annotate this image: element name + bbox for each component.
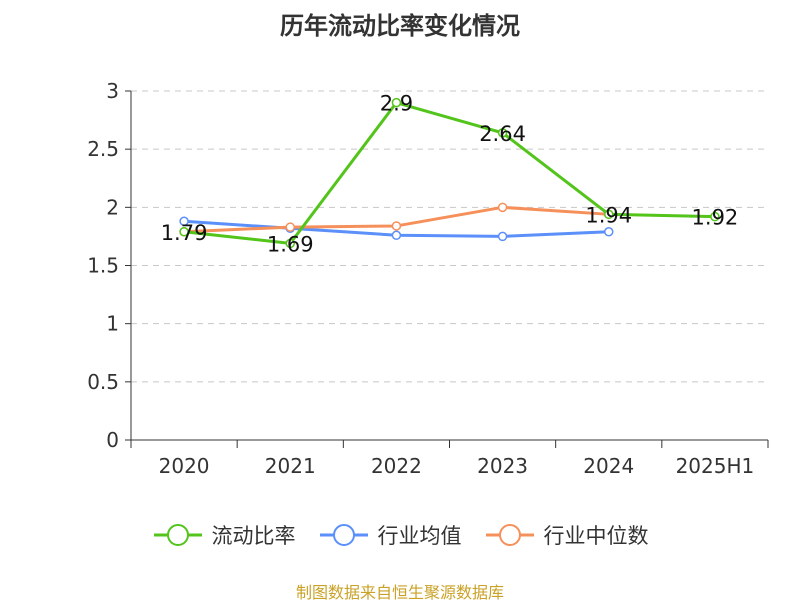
data-point xyxy=(285,222,295,232)
y-tick-label: 1 xyxy=(106,312,119,336)
data-point xyxy=(179,216,189,227)
legend-marker-icon xyxy=(153,524,202,546)
legend-item: 流动比率 xyxy=(152,520,296,550)
data-point xyxy=(604,209,614,220)
data-point xyxy=(391,221,402,231)
data-label: 1.79 xyxy=(161,221,208,245)
data-label: 2.9 xyxy=(380,92,413,116)
data-point xyxy=(391,97,402,108)
y-tick-label: 0.5 xyxy=(87,370,119,394)
legend: 流动比率 行业均值 行业中位数 xyxy=(0,520,800,550)
data-point xyxy=(497,231,508,242)
data-point xyxy=(604,227,614,237)
data-label: 2.64 xyxy=(479,122,526,146)
x-tick-label: 2020 xyxy=(159,454,210,478)
y-tick-label: 0 xyxy=(106,428,119,452)
x-tick-label: 2021 xyxy=(265,454,316,478)
data-point xyxy=(497,202,508,213)
legend-marker-icon xyxy=(485,524,534,546)
legend-label: 流动比率 xyxy=(211,524,296,548)
source-note: 制图数据来自恒生聚源数据库 xyxy=(295,583,504,602)
legend-item: 行业中位数 xyxy=(484,520,649,550)
y-tick-label: 1.5 xyxy=(87,254,119,278)
y-tick-label: 2 xyxy=(106,195,119,219)
data-point xyxy=(391,230,402,241)
data-label: 1.69 xyxy=(267,232,314,256)
series-line xyxy=(183,101,715,245)
data-label: 1.92 xyxy=(692,206,739,230)
data-label: 1.94 xyxy=(585,203,632,227)
legend-label: 行业中位数 xyxy=(543,524,649,548)
x-tick-label: 2024 xyxy=(583,454,634,478)
legend-marker-icon xyxy=(319,524,368,546)
data-point xyxy=(179,227,189,237)
y-tick-label: 2.5 xyxy=(87,137,119,161)
x-tick-label: 2022 xyxy=(371,454,422,478)
data-point xyxy=(497,128,508,138)
x-tick-label: 2025H1 xyxy=(676,454,755,478)
legend-item: 行业均值 xyxy=(318,520,462,550)
chart-title: 历年流动比率变化情况 xyxy=(280,12,520,40)
data-point xyxy=(710,211,720,222)
data-point xyxy=(285,238,295,249)
y-tick-label: 3 xyxy=(106,79,119,103)
x-tick-label: 2023 xyxy=(477,454,528,478)
legend-label: 行业均值 xyxy=(377,524,462,548)
